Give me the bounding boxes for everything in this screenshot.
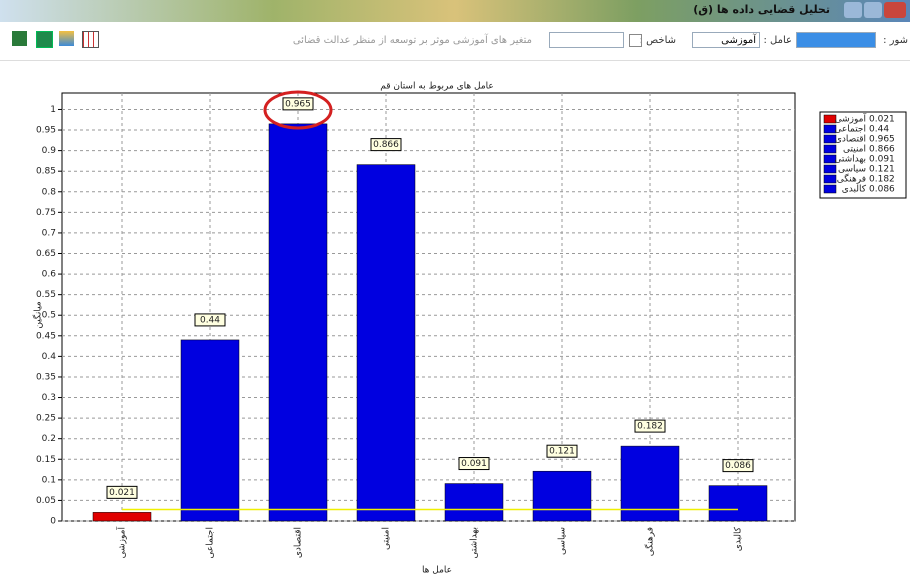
index-checkbox[interactable]: [629, 34, 642, 47]
title-bar: تحلیل قضایی داده ها (ق): [0, 0, 910, 22]
grid-icon[interactable]: [82, 31, 99, 48]
y-tick-label: 0.6: [42, 270, 57, 280]
legend-value: 0.091: [869, 155, 895, 165]
y-tick-label: 1: [50, 105, 56, 115]
province-label: شور :: [883, 35, 908, 46]
factor-dropdown[interactable]: آموزشی: [692, 32, 760, 48]
legend-label: سیاسی: [838, 165, 866, 175]
legend-value: 0.44: [869, 125, 889, 135]
data-label: 0.44: [200, 315, 220, 325]
x-tick-label: اقتصادی: [294, 527, 304, 558]
bar: [93, 512, 151, 521]
bar: [269, 124, 327, 521]
y-tick-label: 0.45: [36, 331, 56, 341]
legend-label: آموزشی: [835, 113, 867, 125]
legend-label: امنیتی: [843, 145, 866, 155]
legend-value: 0.182: [869, 175, 895, 185]
toolbar: شور : عامل : آموزشی شاخص : متغیر های آمو…: [0, 22, 910, 61]
bar: [533, 471, 591, 521]
province-dropdown[interactable]: [796, 32, 876, 48]
data-label: 0.021: [109, 488, 135, 498]
y-tick-label: 0.65: [36, 249, 56, 259]
window-title: تحلیل قضایی داده ها (ق): [693, 3, 830, 16]
y-tick-label: 0.85: [36, 167, 56, 177]
x-tick-label: سیاسی: [558, 527, 568, 555]
y-tick-label: 0.95: [36, 126, 56, 136]
bar: [445, 484, 503, 521]
data-label: 0.121: [549, 447, 575, 457]
legend-swatch: [824, 185, 836, 193]
bar: [357, 165, 415, 521]
bar: [181, 340, 239, 521]
x-tick-label: امنیتی: [382, 527, 392, 550]
legend-label: بهداشتی: [834, 155, 866, 165]
legend-value: 0.965: [869, 135, 895, 145]
y-tick-label: 0.75: [36, 208, 56, 218]
x-axis-label: عامل ها: [422, 566, 452, 576]
legend-value: 0.866: [869, 145, 895, 155]
legend-label: اقتصادی: [835, 135, 866, 145]
x-tick-label: آموزشی: [116, 527, 128, 559]
y-tick-label: 0.9: [42, 146, 57, 156]
index-input[interactable]: [549, 32, 624, 48]
y-tick-label: 0: [50, 517, 56, 527]
y-tick-label: 0.7: [42, 228, 56, 238]
legend-label: اجتماعی: [834, 125, 866, 135]
data-label: 0.866: [373, 140, 399, 150]
app-window: تحلیل قضایی داده ها (ق) شور : عامل : آمو…: [0, 0, 910, 585]
y-tick-label: 0.8: [42, 187, 57, 197]
y-tick-label: 0.2: [42, 434, 56, 444]
y-tick-label: 0.35: [36, 372, 56, 382]
bar: [709, 486, 767, 521]
plot-area: [62, 93, 795, 521]
legend-swatch: [824, 165, 836, 173]
factor-label: عامل :: [764, 35, 793, 46]
y-tick-label: 0.15: [36, 455, 56, 465]
y-tick-label: 0.4: [42, 352, 57, 362]
variable-text: متغیر های آموزشی موثر بر توسعه از منظر ع…: [293, 35, 532, 46]
legend-swatch: [824, 175, 836, 183]
y-tick-label: 0.1: [42, 475, 56, 485]
data-label: 0.182: [637, 422, 663, 432]
x-tick-label: اجتماعی: [206, 527, 216, 559]
legend-swatch: [824, 145, 836, 153]
x-tick-label: کالبدی: [734, 526, 744, 551]
legend-value: 0.121: [869, 165, 895, 175]
maximize-button[interactable]: [864, 2, 882, 18]
index-label: شاخص :: [640, 35, 676, 46]
legend-label: کالبدی: [842, 185, 867, 195]
tool-icon[interactable]: [12, 31, 27, 46]
legend-value: 0.086: [869, 185, 895, 195]
y-tick-label: 0.3: [42, 393, 56, 403]
x-tick-label: فرهنگی: [644, 527, 656, 556]
y-tick-label: 0.55: [36, 290, 56, 300]
chart-title: عامل های مربوط به استان قم: [380, 82, 494, 92]
chart-icon[interactable]: [59, 31, 74, 46]
legend-value: 0.021: [869, 115, 895, 125]
legend-label: فرهنگی: [837, 173, 866, 185]
data-label: 0.965: [285, 99, 311, 109]
data-label: 0.086: [725, 461, 751, 471]
data-label: 0.091: [461, 459, 487, 469]
y-tick-label: 0.5: [42, 311, 56, 321]
close-button[interactable]: [884, 2, 906, 18]
y-tick-label: 0.25: [36, 414, 56, 424]
x-tick-label: بهداشتی: [470, 527, 480, 559]
y-tick-label: 0.05: [36, 496, 56, 506]
minimize-button[interactable]: [844, 2, 862, 18]
excel-icon[interactable]: [36, 31, 53, 48]
chart: عامل های مربوط به استان قم عامل ها میانگ…: [0, 60, 910, 585]
